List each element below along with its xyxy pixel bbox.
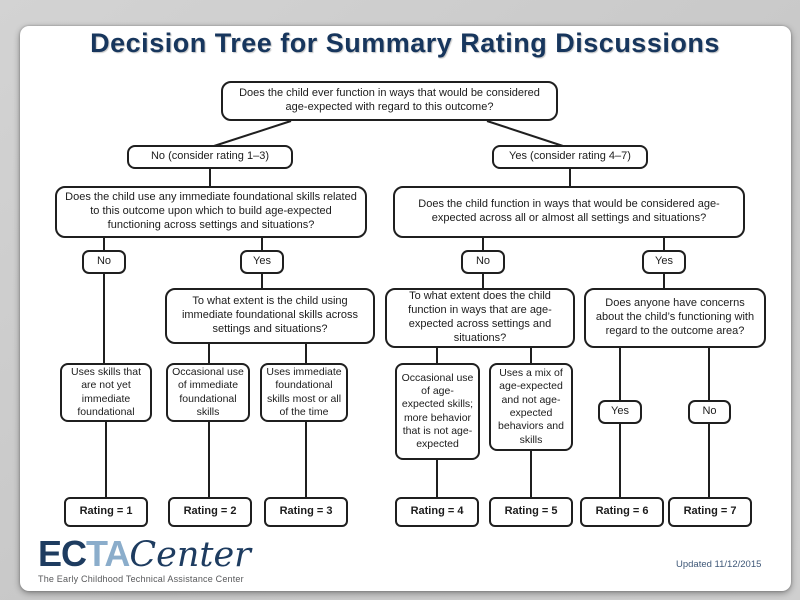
logo-ec: EC	[38, 533, 87, 574]
node-question-concerns: Does anyone have concerns about the chil…	[584, 288, 766, 348]
diagram-title: Decision Tree for Summary Rating Discuss…	[90, 28, 720, 58]
node-desc-rating3: Uses immediate foundational skills most …	[260, 363, 348, 422]
rating-3-box: Rating = 3	[264, 497, 348, 527]
rating-1-box: Rating = 1	[64, 497, 148, 527]
node-desc-rating2: Occasional use of immediate foundational…	[166, 363, 250, 422]
node-desc-rating4: Occasional use of age-expected skills; m…	[395, 363, 480, 460]
rating-5-box: Rating = 5	[489, 497, 573, 527]
node-question-extent-foundational: To what extent is the child using immedi…	[165, 288, 375, 344]
node-branch-yes: Yes (consider rating 4–7)	[492, 145, 648, 169]
node-yes-concerns: Yes	[598, 400, 642, 424]
node-desc-rating5: Uses a mix of age-expected and not age-e…	[489, 363, 573, 451]
node-question-foundational-skills: Does the child use any immediate foundat…	[55, 186, 367, 238]
ecta-logo: ECTACenter The Early Childhood Technical…	[38, 536, 251, 584]
rating-6-box: Rating = 6	[580, 497, 664, 527]
node-yes-right: Yes	[642, 250, 686, 274]
logo-tagline: The Early Childhood Technical Assistance…	[38, 574, 244, 584]
node-question-age-expected: Does the child function in ways that wou…	[393, 186, 745, 238]
node-no-right: No	[461, 250, 505, 274]
rating-2-box: Rating = 2	[168, 497, 252, 527]
rating-7-box: Rating = 7	[668, 497, 752, 527]
node-root-question: Does the child ever function in ways tha…	[221, 81, 558, 121]
updated-date: Updated 11/12/2015	[676, 559, 762, 570]
node-desc-rating1: Uses skills that are not yet immediate f…	[60, 363, 152, 422]
node-question-extent-age-expected: To what extent does the child function i…	[385, 288, 575, 348]
node-no-concerns: No	[688, 400, 731, 424]
logo-center: Center	[129, 535, 251, 575]
node-yes-left: Yes	[240, 250, 284, 274]
node-no-left: No	[82, 250, 126, 274]
node-branch-no: No (consider rating 1–3)	[127, 145, 293, 169]
rating-4-box: Rating = 4	[395, 497, 479, 527]
logo-ta: TA	[86, 533, 130, 574]
